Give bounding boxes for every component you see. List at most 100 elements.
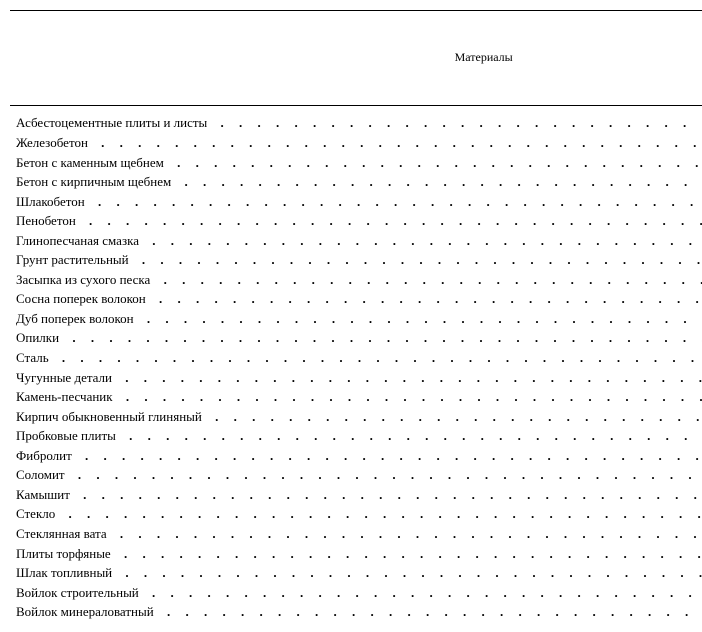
material-label: Железобетон xyxy=(16,135,92,150)
material-label: Глинопесчаная смазка xyxy=(16,233,143,248)
material-label: Фибролит xyxy=(16,448,76,463)
table-row: Войлок строительный . . . . . . . . . . … xyxy=(10,583,702,603)
table-row: Засыпка из сухого песка . . . . . . . . … xyxy=(10,270,702,290)
cell-material: Войлок строительный . . . . . . . . . . … xyxy=(10,583,702,603)
dot-leader: . . . . . . . . . . . . . . . . . . . . … xyxy=(115,546,702,561)
dot-leader: . . . . . . . . . . . . . . . . . . . . … xyxy=(111,526,702,541)
material-label: Опилки xyxy=(16,330,63,345)
table-header: Материалы Объемная масса mᵥ, кг/м³ Коэфф… xyxy=(10,11,702,106)
dot-leader: . . . . . . . . . . . . . . . . . . . . … xyxy=(206,409,702,424)
table-row: Асбестоцементные плиты и листы . . . . .… xyxy=(10,113,702,133)
material-label: Плиты торфяные xyxy=(16,546,115,561)
table-row: Бетон с каменным щебнем . . . . . . . . … xyxy=(10,153,702,173)
table-row: Соломит . . . . . . . . . . . . . . . . … xyxy=(10,465,702,485)
material-label: Сталь xyxy=(16,350,53,365)
dot-leader: . . . . . . . . . . . . . . . . . . . . … xyxy=(150,291,702,306)
material-label: Чугунные детали xyxy=(16,370,116,385)
dot-leader: . . . . . . . . . . . . . . . . . . . . … xyxy=(138,311,702,326)
material-label: Грунт растительный xyxy=(16,252,133,267)
cell-material: Соломит . . . . . . . . . . . . . . . . … xyxy=(10,465,702,485)
table-row: Войлок минераловатный . . . . . . . . . … xyxy=(10,602,702,622)
dot-leader: . . . . . . . . . . . . . . . . . . . . … xyxy=(175,174,702,189)
cell-material: Засыпка из сухого песка . . . . . . . . … xyxy=(10,270,702,290)
material-label: Шлак топливный xyxy=(16,565,116,580)
material-label: Бетон с каменным щебнем xyxy=(16,155,168,170)
material-label: Бетон с кирпичным щебнем xyxy=(16,174,175,189)
dot-leader: . . . . . . . . . . . . . . . . . . . . … xyxy=(158,604,702,619)
material-label: Войлок строительный xyxy=(16,585,143,600)
material-label: Кирпич обыкновенный глиняный xyxy=(16,409,206,424)
table-row: Камышит . . . . . . . . . . . . . . . . … xyxy=(10,485,702,505)
material-label: Стеклянная вата xyxy=(16,526,111,541)
table-row: Стекло . . . . . . . . . . . . . . . . .… xyxy=(10,504,702,524)
dot-leader: . . . . . . . . . . . . . . . . . . . . … xyxy=(59,506,702,521)
cell-material: Дуб поперек волокон . . . . . . . . . . … xyxy=(10,309,702,329)
cell-material: Железобетон . . . . . . . . . . . . . . … xyxy=(10,133,702,153)
table-row: Чугунные детали . . . . . . . . . . . . … xyxy=(10,368,702,388)
cell-material: Камень-песчаник . . . . . . . . . . . . … xyxy=(10,387,702,407)
table-row: Глинопесчаная смазка . . . . . . . . . .… xyxy=(10,231,702,251)
material-label: Войлок минераловатный xyxy=(16,604,158,619)
dot-leader: . . . . . . . . . . . . . . . . . . . . … xyxy=(143,233,702,248)
cell-material: Пенобетон . . . . . . . . . . . . . . . … xyxy=(10,211,702,231)
table-row: Пенобетон . . . . . . . . . . . . . . . … xyxy=(10,211,702,231)
table-row: Фибролит . . . . . . . . . . . . . . . .… xyxy=(10,446,702,466)
table-row: Сосна поперек волокон . . . . . . . . . … xyxy=(10,289,702,309)
dot-leader: . . . . . . . . . . . . . . . . . . . . … xyxy=(76,448,702,463)
cell-material: Бетон с кирпичным щебнем . . . . . . . .… xyxy=(10,172,702,192)
material-label: Камень-песчаник xyxy=(16,389,117,404)
dot-leader: . . . . . . . . . . . . . . . . . . . . … xyxy=(154,272,702,287)
dot-leader: . . . . . . . . . . . . . . . . . . . . … xyxy=(211,115,702,130)
cell-material: Сосна поперек волокон . . . . . . . . . … xyxy=(10,289,702,309)
material-label: Пенобетон xyxy=(16,213,80,228)
material-label: Засыпка из сухого песка xyxy=(16,272,154,287)
dot-leader: . . . . . . . . . . . . . . . . . . . . … xyxy=(116,370,702,385)
material-label: Шлакобетон xyxy=(16,194,89,209)
table-row: Железобетон . . . . . . . . . . . . . . … xyxy=(10,133,702,153)
dot-leader: . . . . . . . . . . . . . . . . . . . . … xyxy=(116,565,702,580)
material-label: Асбестоцементные плиты и листы xyxy=(16,115,211,130)
table-row: Пробковые плиты . . . . . . . . . . . . … xyxy=(10,426,702,446)
table-row: Опилки . . . . . . . . . . . . . . . . .… xyxy=(10,328,702,348)
cell-material: Шлак топливный . . . . . . . . . . . . .… xyxy=(10,563,702,583)
dot-leader: . . . . . . . . . . . . . . . . . . . . … xyxy=(53,350,702,365)
cell-material: Чугунные детали . . . . . . . . . . . . … xyxy=(10,368,702,388)
materials-table: Материалы Объемная масса mᵥ, кг/м³ Коэфф… xyxy=(10,10,702,622)
cell-material: Стеклянная вата . . . . . . . . . . . . … xyxy=(10,524,702,544)
material-label: Камышит xyxy=(16,487,74,502)
dot-leader: . . . . . . . . . . . . . . . . . . . . … xyxy=(133,252,702,267)
dot-leader: . . . . . . . . . . . . . . . . . . . . … xyxy=(63,330,702,345)
table-body: Асбестоцементные плиты и листы . . . . .… xyxy=(10,105,702,621)
material-label: Сосна поперек волокон xyxy=(16,291,150,306)
table-row: Шлак топливный . . . . . . . . . . . . .… xyxy=(10,563,702,583)
cell-material: Асбестоцементные плиты и листы . . . . .… xyxy=(10,113,702,133)
cell-material: Опилки . . . . . . . . . . . . . . . . .… xyxy=(10,328,702,348)
table-row: Стеклянная вата . . . . . . . . . . . . … xyxy=(10,524,702,544)
material-label: Дуб поперек волокон xyxy=(16,311,138,326)
dot-leader: . . . . . . . . . . . . . . . . . . . . … xyxy=(120,428,702,443)
cell-material: Бетон с каменным щебнем . . . . . . . . … xyxy=(10,153,702,173)
table-row: Кирпич обыкновенный глиняный . . . . . .… xyxy=(10,407,702,427)
table-row: Камень-песчаник . . . . . . . . . . . . … xyxy=(10,387,702,407)
cell-material: Пробковые плиты . . . . . . . . . . . . … xyxy=(10,426,702,446)
dot-leader: . . . . . . . . . . . . . . . . . . . . … xyxy=(74,487,702,502)
table-row: Сталь . . . . . . . . . . . . . . . . . … xyxy=(10,348,702,368)
material-label: Стекло xyxy=(16,506,59,521)
table-row: Бетон с кирпичным щебнем . . . . . . . .… xyxy=(10,172,702,192)
cell-material: Сталь . . . . . . . . . . . . . . . . . … xyxy=(10,348,702,368)
dot-leader: . . . . . . . . . . . . . . . . . . . . … xyxy=(168,155,702,170)
table-row: Плиты торфяные . . . . . . . . . . . . .… xyxy=(10,544,702,564)
dot-leader: . . . . . . . . . . . . . . . . . . . . … xyxy=(80,213,702,228)
dot-leader: . . . . . . . . . . . . . . . . . . . . … xyxy=(69,467,702,482)
cell-material: Камышит . . . . . . . . . . . . . . . . … xyxy=(10,485,702,505)
cell-material: Войлок минераловатный . . . . . . . . . … xyxy=(10,602,702,622)
material-label: Пробковые плиты xyxy=(16,428,120,443)
table-row: Грунт растительный . . . . . . . . . . .… xyxy=(10,250,702,270)
dot-leader: . . . . . . . . . . . . . . . . . . . . … xyxy=(89,194,702,209)
dot-leader: . . . . . . . . . . . . . . . . . . . . … xyxy=(92,135,702,150)
material-label: Соломит xyxy=(16,467,69,482)
cell-material: Грунт растительный . . . . . . . . . . .… xyxy=(10,250,702,270)
cell-material: Кирпич обыкновенный глиняный . . . . . .… xyxy=(10,407,702,427)
table-row: Дуб поперек волокон . . . . . . . . . . … xyxy=(10,309,702,329)
table-row: Шлакобетон . . . . . . . . . . . . . . .… xyxy=(10,192,702,212)
